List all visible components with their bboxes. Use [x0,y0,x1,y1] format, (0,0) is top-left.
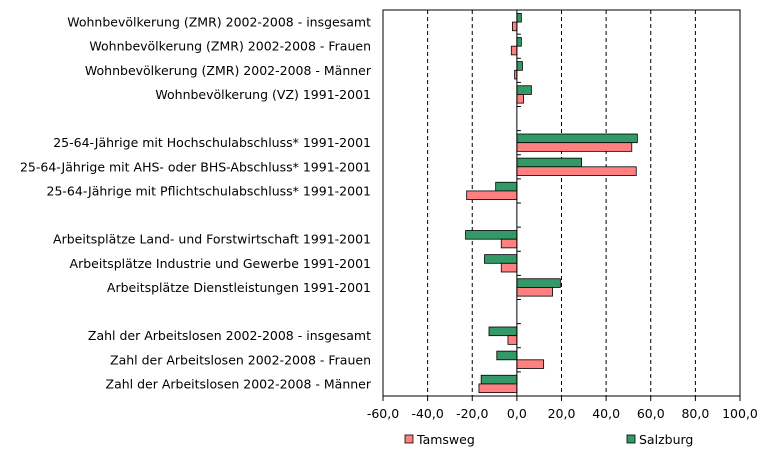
bar-tamsweg [500,262,518,273]
x-tick-label: 20,0 [548,406,576,421]
bar-tamsweg [512,21,518,32]
x-tick-label: 100,0 [722,406,758,421]
bar-tamsweg [516,359,545,369]
category-label: Arbeitsplätze Industrie und Gewerbe 1991… [70,256,371,271]
category-label: Arbeitsplätze Land- und Forstwirtschaft … [53,232,371,247]
category-label: Wohnbevölkerung (VZ) 1991-2001 [155,87,371,102]
bar-tamsweg [500,238,518,249]
bar-salzburg [516,12,522,23]
bar-salzburg [495,181,518,192]
bar-salzburg [516,278,561,288]
x-tick-label: 40,0 [592,406,620,421]
category-label: Wohnbevölkerung (ZMR) 2002-2008 - Männer [85,63,372,78]
bar-salzburg [516,133,638,144]
category-label: Zahl der Arbeitslosen 2002-2008 - Männer [106,376,372,391]
axes [382,9,741,401]
category-labels: Wohnbevölkerung (ZMR) 2002-2008 - insges… [20,15,372,392]
bar-salzburg [488,326,518,337]
category-label: Wohnbevölkerung (ZMR) 2002-2008 - insges… [67,15,371,30]
category-label: Zahl der Arbeitslosen 2002-2008 - Frauen [110,352,371,367]
legend-swatch-tamsweg [404,434,414,444]
bar-salzburg [516,61,523,71]
category-label: 25-64-Jährige mit Pflichtschulabschluss*… [47,183,372,198]
bar-tamsweg [516,142,633,152]
x-tick-label: -20,0 [456,406,488,421]
bar-tamsweg [510,45,518,56]
bar-salzburg [516,157,582,168]
category-label: Arbeitsplätze Dienstleistungen 1991-2001 [107,280,371,295]
tick-labels: -60,0 -40,0 -20,0 0,0 20,0 40,0 60,0 80,0 100,0 [367,406,758,421]
category-label: Wohnbevölkerung (ZMR) 2002-2008 - Frauen [89,39,371,54]
x-tick-label: -40,0 [411,406,443,421]
category-label: Zahl der Arbeitslosen 2002-2008 - insges… [88,328,371,343]
bar-tamsweg [516,166,637,176]
bar-tamsweg [516,94,524,104]
category-label: 25-64-Jährige mit AHS- oder BHS-Abschlus… [20,159,371,174]
bar-salzburg [516,37,522,47]
category-label: 25-64-Jährige mit Hochschulabschluss* 19… [53,135,371,150]
bar-salzburg [480,374,518,385]
legend-swatch-salzburg [626,434,636,444]
x-tick-label: 80,0 [681,406,709,421]
x-tick-label: -60,0 [367,406,399,421]
gridlines [427,10,696,396]
x-tick-label: 60,0 [637,406,665,421]
bar-tamsweg [478,383,518,394]
bar-tamsweg [516,287,553,297]
legend-label-salzburg: Salzburg [639,432,693,447]
x-tick-label: 0,0 [507,406,527,421]
bar-salzburg [496,350,518,361]
bar-salzburg [516,85,532,95]
legend-label-tamsweg: Tamsweg [416,432,475,447]
bar-tamsweg [507,335,518,345]
bar-salzburg [465,230,518,240]
bar-salzburg [484,254,518,264]
bar-tamsweg [466,190,518,201]
legend: Tamsweg Salzburg [404,432,693,447]
